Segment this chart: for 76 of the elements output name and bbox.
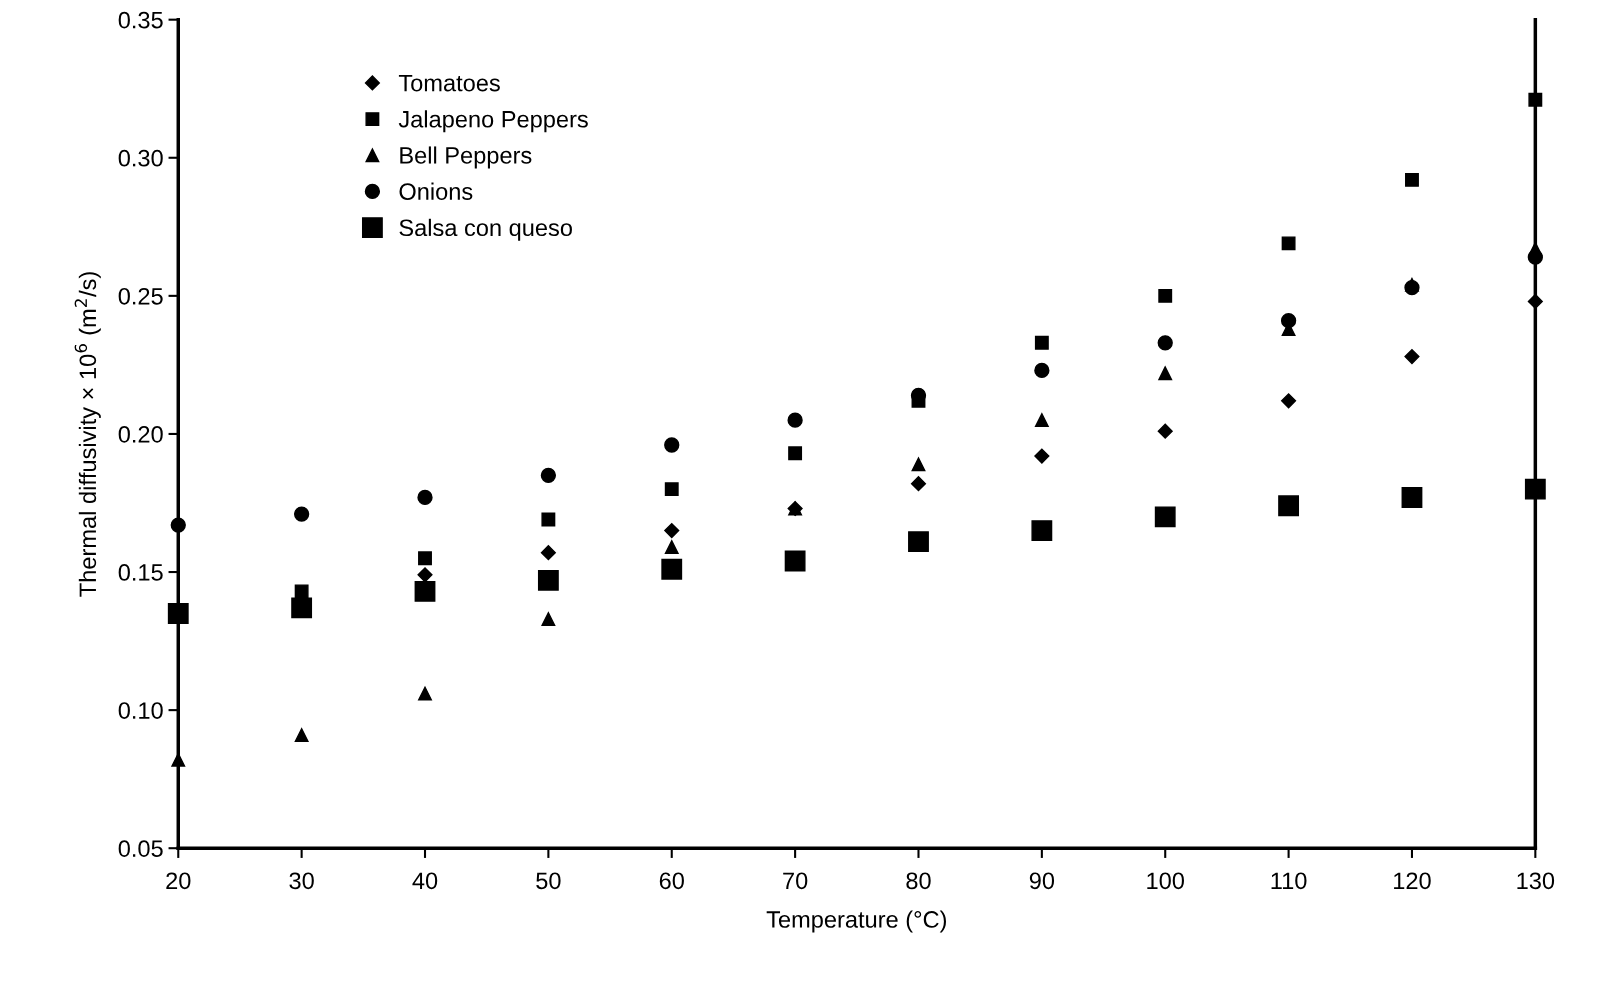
point: [1034, 413, 1049, 428]
point: [1527, 293, 1543, 309]
x-tick-label: 110: [1271, 872, 1307, 890]
point: [1280, 313, 1297, 329]
point: [1034, 448, 1050, 464]
point: [1157, 335, 1173, 351]
point: [1401, 487, 1423, 508]
legend-label: Tomatoes: [398, 74, 500, 92]
point: [1157, 423, 1173, 439]
legend-label: Bell Peppers: [400, 146, 532, 169]
point: [537, 569, 559, 591]
point: [541, 512, 556, 527]
point: [1404, 279, 1420, 296]
point: [167, 603, 189, 624]
point: [417, 489, 433, 506]
x-tick-label: 130: [1517, 872, 1555, 890]
x-tick-label: 100: [1147, 872, 1184, 890]
x-tick-label: 30: [289, 872, 314, 890]
legend-label: Jalapeno Peppers: [398, 110, 588, 133]
point: [1528, 92, 1543, 107]
x-tick-label: 90: [1029, 872, 1055, 890]
y-tick-label: 0.15: [118, 564, 163, 581]
point: [171, 752, 186, 767]
y-axis-title: Thermal diffusivity × 10$^{6}$ (m$^{2}$/s): [74, 272, 101, 597]
point: [418, 551, 432, 566]
point: [1034, 335, 1049, 350]
y-tick-label: 0.35: [118, 11, 163, 29]
point: [787, 412, 803, 428]
x-tick-label: 50: [536, 872, 561, 890]
point: [1524, 478, 1546, 500]
point: [664, 482, 679, 497]
legend-label: Salsa con queso: [399, 218, 572, 241]
point: [1031, 520, 1053, 542]
x-tick-label: 120: [1394, 872, 1431, 890]
point: [910, 476, 927, 492]
point: [294, 584, 309, 599]
point: [911, 457, 926, 472]
point: [908, 531, 929, 553]
legend-label: Onions: [399, 182, 473, 200]
y-tick-label: 0.30: [118, 149, 163, 167]
point: [1154, 506, 1176, 528]
point: [661, 558, 683, 580]
point: [417, 567, 433, 583]
x-axis-title: Temperature (°C): [766, 910, 946, 933]
point: [1405, 172, 1419, 187]
point: [414, 580, 436, 602]
x-tick-label: 20: [166, 872, 191, 890]
point: [1158, 366, 1173, 381]
y-tick-label: 0.10: [118, 702, 163, 719]
point: [1034, 362, 1050, 379]
point: [1281, 236, 1296, 251]
point: [664, 540, 679, 555]
point: [418, 686, 432, 701]
point: [541, 612, 556, 626]
point: [540, 545, 556, 561]
point: [1281, 393, 1297, 409]
point: [664, 523, 680, 539]
x-tick-label: 40: [412, 872, 438, 890]
x-tick-label: 60: [659, 872, 684, 890]
point: [664, 437, 680, 453]
point: [170, 517, 186, 533]
point: [1158, 288, 1173, 303]
y-tick-label: 0.25: [118, 287, 163, 305]
point: [784, 550, 806, 572]
x-tick-label: 80: [906, 872, 931, 890]
point: [1527, 249, 1543, 265]
point: [1404, 349, 1420, 365]
point: [294, 728, 309, 742]
point: [540, 467, 557, 484]
x-tick-label: 70: [783, 872, 808, 890]
point: [1278, 495, 1300, 517]
point: [788, 446, 803, 461]
y-tick-label: 0.20: [118, 426, 163, 443]
y-tick-label: 0.05: [118, 840, 163, 857]
point: [291, 597, 313, 619]
point: [293, 506, 310, 522]
